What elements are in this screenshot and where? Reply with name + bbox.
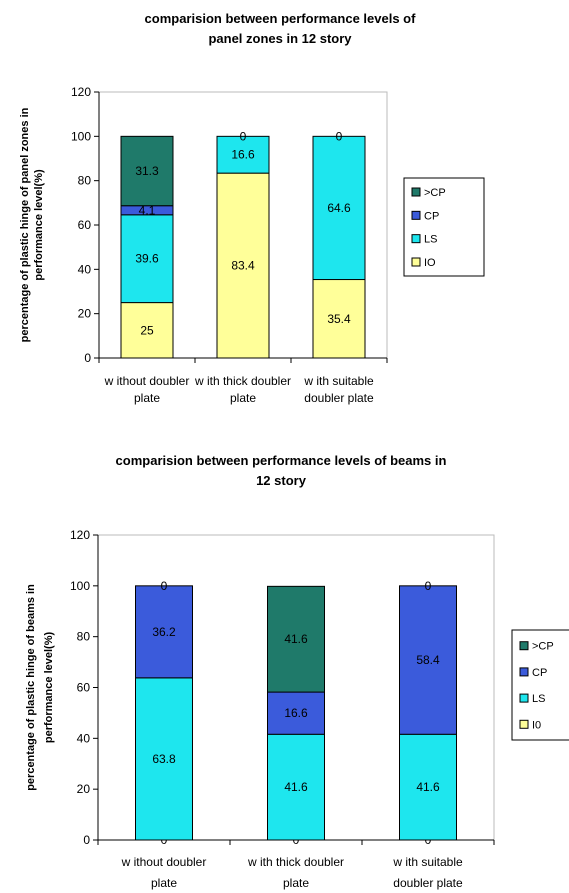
- bar-segment-io: [312, 279, 366, 359]
- chart-title-line: comparision between performance levels o…: [145, 11, 417, 26]
- data-label: 16.6: [284, 706, 308, 720]
- y-tick-label: 60: [77, 681, 91, 695]
- y-tick-label: 20: [78, 307, 92, 321]
- x-category-label: plate: [151, 876, 177, 890]
- legend-swatch: [411, 234, 421, 244]
- y-tick-label: 120: [70, 528, 90, 542]
- x-category-label: w ithout doubler: [121, 855, 207, 869]
- bar-segment-gtcp: [267, 585, 325, 693]
- y-tick-label: 100: [70, 579, 90, 593]
- y-tick-label: 20: [77, 782, 91, 796]
- x-category-label: doubler plate: [393, 876, 463, 890]
- y-tick-label: 80: [78, 174, 92, 188]
- data-label: 35.4: [327, 312, 351, 326]
- legend-swatch: [519, 667, 529, 677]
- legend-swatch: [411, 210, 421, 220]
- bar-segment-ls: [312, 135, 366, 281]
- y-axis-label-line: percentage of plastic hinge of beams in: [25, 584, 37, 791]
- y-axis-label-line: performance level(%): [43, 632, 55, 744]
- legend-swatch: [519, 693, 529, 703]
- x-category-label: plate: [134, 391, 160, 405]
- legend-swatch: [411, 257, 421, 267]
- bar-segment-cp: [267, 691, 325, 735]
- data-label: 16.6: [231, 148, 255, 162]
- legend-label: >CP: [532, 641, 554, 653]
- x-category-label: w ithout doubler: [104, 374, 190, 388]
- legend: >CP CP LS I0: [511, 629, 569, 741]
- y-tick-label: 40: [77, 731, 91, 745]
- chart-title-line: panel zones in 12 story: [208, 31, 352, 46]
- legend-label: IO: [424, 257, 436, 269]
- x-category-label: plate: [283, 876, 309, 890]
- legend-swatch: [519, 719, 529, 729]
- y-tick-label: 80: [77, 630, 91, 644]
- bar-segment-gtcp: [120, 135, 174, 207]
- data-label: 25: [140, 323, 154, 337]
- legend-label: CP: [532, 667, 547, 679]
- data-label: 0: [240, 129, 247, 143]
- legend-label: LS: [532, 693, 545, 705]
- legend-label: CP: [424, 210, 439, 222]
- data-label: 41.6: [284, 632, 308, 646]
- legend-label: I0: [532, 719, 541, 731]
- bar-segment-cp: [399, 585, 457, 735]
- x-category-label: doubler plate: [304, 391, 374, 405]
- data-label: 41.6: [416, 780, 440, 794]
- bar-segment-ls: [399, 733, 457, 841]
- y-tick-label: 0: [83, 833, 90, 847]
- y-tick-label: 0: [84, 351, 91, 365]
- data-label: 0: [336, 129, 343, 143]
- x-category-label: w ith suitable: [392, 855, 463, 869]
- data-label: 64.6: [327, 201, 351, 215]
- bar-segment-ls: [216, 135, 270, 174]
- data-label: 41.6: [284, 780, 308, 794]
- legend: >CP CP LS IO: [403, 177, 485, 277]
- bar-segment-ls: [267, 733, 325, 841]
- data-label: 0: [425, 579, 432, 593]
- y-tick-label: 60: [78, 218, 92, 232]
- data-label: 36.2: [152, 625, 176, 639]
- y-tick-label: 100: [71, 129, 91, 143]
- bar-segment-io: [216, 172, 270, 359]
- y-tick-label: 40: [78, 262, 92, 276]
- chart-title-line: 12 story: [256, 473, 307, 488]
- legend-label: LS: [424, 234, 437, 246]
- data-label: 63.8: [152, 752, 176, 766]
- legend-swatch: [411, 187, 421, 197]
- legend-swatch: [519, 641, 529, 651]
- chart-1: comparision between performance levels o…: [19, 11, 485, 405]
- data-label: 83.4: [231, 259, 255, 273]
- chart-2: comparision between performance levels o…: [25, 453, 569, 890]
- bar-segment-ls: [120, 214, 174, 304]
- x-category-label: w ith thick doubler: [247, 855, 344, 869]
- data-label: 0: [161, 579, 168, 593]
- x-category-label: w ith thick doubler: [194, 374, 291, 388]
- data-label: 58.4: [416, 653, 440, 667]
- x-category-label: plate: [230, 391, 256, 405]
- x-category-label: w ith suitable: [303, 374, 374, 388]
- y-tick-label: 120: [71, 85, 91, 99]
- data-label: 4.1: [139, 203, 156, 217]
- data-label: 31.3: [135, 164, 159, 178]
- chart-title-line: comparision between performance levels o…: [116, 453, 447, 468]
- y-axis-label-line: percentage of plastic hinge of panel zon…: [19, 107, 31, 342]
- legend-label: >CP: [424, 187, 446, 199]
- data-label: 39.6: [135, 252, 159, 266]
- y-axis-label-line: performance level(%): [33, 169, 45, 281]
- bar-segment-cp: [135, 585, 193, 679]
- bar-segment-io: [120, 302, 174, 359]
